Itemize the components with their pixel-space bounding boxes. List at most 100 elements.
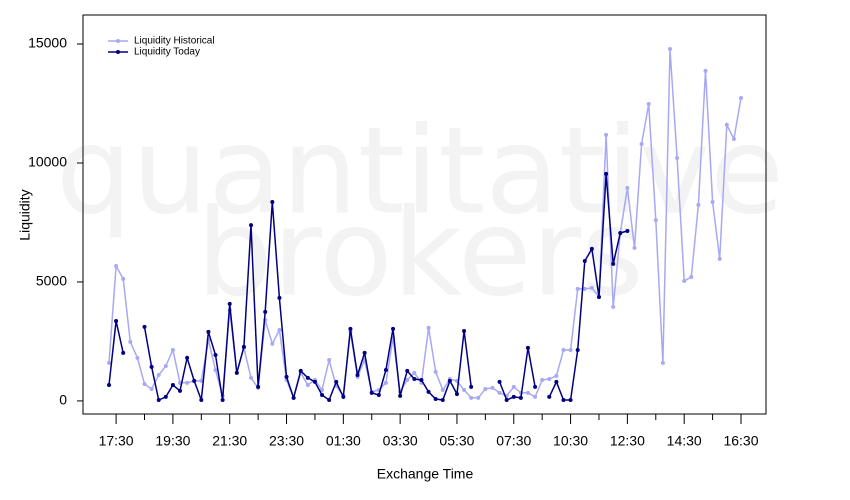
series-point [341,394,346,399]
series-point [334,379,339,384]
series-point [490,385,495,390]
series-point [547,394,552,399]
series-point [220,397,225,402]
series-point [604,171,609,176]
series-point [277,295,282,300]
series-point [717,256,722,261]
series-point [433,397,438,402]
series-point [667,47,672,52]
series-point [525,390,530,395]
x-tick-label: 12:30 [610,433,645,449]
series-point [213,352,218,357]
series-point [689,274,694,279]
legend-point [116,50,120,54]
x-tick-label: 19:30 [155,433,190,449]
series-point [533,384,538,389]
series-point [398,393,403,398]
y-tick-label: 5000 [36,273,67,289]
series-point [504,397,509,402]
series-point [305,375,310,380]
series-point [561,397,566,402]
series-point [348,326,353,331]
series-point [227,301,232,306]
series-point [405,377,410,382]
series-point [199,378,204,383]
series-point [618,230,623,235]
x-tick-label: 03:30 [383,433,418,449]
series-point [589,246,594,251]
series-point [149,364,154,369]
series-point [135,355,140,360]
series-point [426,389,431,394]
series-point [582,259,587,264]
series-point [511,394,516,399]
x-tick-label: 23:30 [269,433,304,449]
series-point [447,378,452,383]
series-point [270,341,275,346]
series-point [213,367,218,372]
series-point [305,382,310,387]
watermark: quantitative [56,103,784,242]
series-point [547,377,552,382]
x-tick-label: 16:30 [723,433,758,449]
series-point [199,397,204,402]
series-point [383,367,388,372]
series-point [703,68,708,73]
series-point [611,261,616,266]
series-point [412,377,417,382]
series-point [653,218,658,223]
series-point [596,294,601,299]
x-tick-label: 01:30 [326,433,361,449]
series-point [249,223,254,228]
legend-point [116,39,120,43]
series-point [128,339,133,344]
series-point [611,304,616,309]
series-point [675,155,680,160]
plot-frame [82,14,767,415]
x-tick-label: 17:30 [99,433,134,449]
series-point [298,368,303,373]
series-point [419,377,424,382]
series-point [107,360,111,365]
x-tick-label: 07:30 [496,433,531,449]
series-point [277,328,282,333]
series-point [355,372,360,377]
series-point [170,382,175,387]
series-point [185,355,190,360]
legend-label: Liquidity Today [134,47,200,58]
series-point [206,329,211,334]
series-point [163,363,168,368]
series-point [533,394,538,399]
series-point [731,136,736,141]
series-point [369,390,374,395]
series-point [156,397,161,402]
x-tick-label: 21:30 [212,433,247,449]
series-point [327,357,332,362]
series-point [284,374,289,379]
series-point [362,350,367,355]
series-point [462,328,467,333]
series-point [589,285,594,290]
series-point [469,395,474,400]
series-point [249,375,254,380]
series-point [632,245,637,250]
series-point [554,379,559,384]
series-point [483,387,488,392]
series-point [320,387,325,392]
series-point [497,379,502,384]
watermark: brokers [196,185,643,324]
series-point [142,324,147,329]
series-point [270,200,275,205]
series-point [163,394,168,399]
series-point [440,397,445,402]
series-point [625,185,630,190]
series-point [256,384,261,389]
series-point [391,326,396,331]
series-point [739,96,743,101]
series-point [383,380,388,385]
series-point [511,384,516,389]
series-point [185,380,190,385]
series-point [604,132,609,137]
